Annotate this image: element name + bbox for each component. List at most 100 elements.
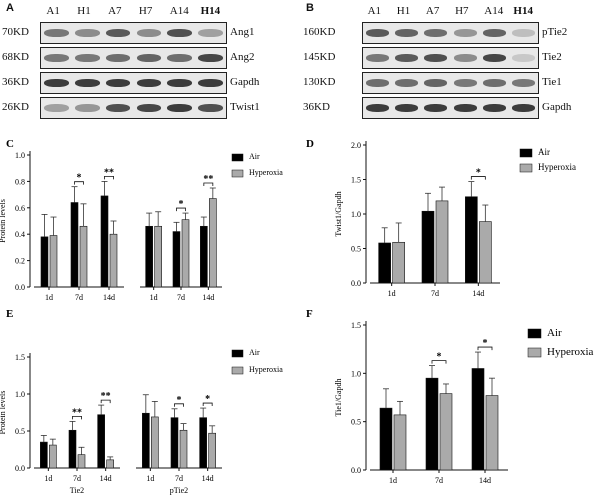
molecular-weight-label: 160KD [303, 26, 336, 38]
x-tick-label: 7d [431, 289, 439, 298]
chart-f: F 0.0 0.5 1.0 1.5 Tie1/Gapdh 1d 7d * 14d * Air Hyper… [306, 308, 594, 485]
bar-hyperoxia [151, 416, 159, 469]
molecular-weight-label: 26KD [2, 101, 29, 113]
y-tick-label: 1.0 [351, 210, 361, 219]
significance-bracket [202, 402, 213, 407]
panel-letter-a: A [6, 2, 14, 14]
legend-label: Air [249, 152, 260, 161]
blot-band [198, 104, 223, 112]
blot-band [453, 104, 477, 112]
x-tick-label: 7d [175, 474, 183, 483]
blot-strip [362, 97, 539, 119]
group-label: Tie2 [70, 486, 84, 495]
bar-hyperoxia [181, 219, 190, 288]
significance-bracket [174, 403, 184, 407]
bar-hyperoxia [485, 395, 499, 471]
blot-band [366, 104, 390, 112]
blot-band [395, 79, 419, 87]
bar-air [70, 202, 79, 288]
x-tick-label: 7d [75, 293, 83, 302]
y-tick-label: 0.5 [351, 418, 361, 427]
bar-hyperoxia [49, 235, 58, 288]
y-tick-label: 0.4 [15, 230, 25, 239]
blot-band [136, 104, 162, 112]
blot-band [74, 54, 100, 62]
blot-band [424, 54, 448, 62]
bar-hyperoxia [392, 241, 405, 284]
blot-band [198, 54, 223, 62]
bar-air [170, 417, 179, 469]
x-tick-label: 14d [202, 293, 214, 302]
lane-label: H7 [138, 5, 153, 17]
lane-label: A7 [108, 5, 122, 17]
blot-band [167, 29, 193, 37]
legend-label: Air [249, 348, 260, 357]
bar-hyperoxia [154, 225, 162, 288]
bar-air [172, 231, 181, 288]
blot-band [136, 79, 162, 87]
blot-band [44, 79, 69, 87]
y-tick-label: 1.5 [351, 321, 361, 330]
significance-bracket [431, 360, 447, 364]
blot-strip [40, 97, 227, 119]
bar-hyperoxia [179, 429, 188, 469]
x-tick-label: 14d [479, 476, 491, 485]
significance-bracket [74, 181, 84, 185]
legend-label: Hyperoxia [249, 168, 283, 177]
blot-band [105, 29, 131, 37]
molecular-weight-label: 145KD [303, 51, 336, 63]
significance-marker: * [77, 173, 82, 184]
legend-label: Hyperoxia [249, 365, 283, 374]
blot-band [511, 54, 535, 62]
y-tick-label: 1.0 [15, 390, 25, 399]
blot-band [74, 104, 100, 112]
significance-bracket [470, 176, 486, 180]
legend-label: Hyperoxia [538, 162, 576, 172]
blot-band [482, 54, 506, 62]
blot-band [105, 79, 131, 87]
legend-swatch [519, 163, 533, 173]
blot-band [424, 29, 448, 37]
y-tick-label: 0.0 [351, 466, 361, 475]
blot-band [366, 54, 390, 62]
panel-letter: D [306, 138, 314, 150]
bar-air [97, 414, 105, 469]
blot-panel-a: A A1 H1 A7 H7 A14 H14 70KD Ang1 68KD Ang2 36KD Gapd… [0, 0, 300, 130]
x-tick-label: 1d [150, 293, 158, 302]
blot-strip [362, 47, 539, 69]
blot-band [482, 104, 506, 112]
bar-air [40, 236, 49, 288]
bar-air [40, 441, 48, 469]
protein-label: Tie1 [542, 76, 562, 88]
y-tick-label: 1.0 [351, 369, 361, 378]
blot-band [453, 79, 477, 87]
blot-band [167, 54, 193, 62]
significance-marker: * [177, 395, 182, 406]
panel-letter: F [306, 308, 313, 320]
chart-c: C 0.0 0.2 0.4 0.6 0.8 1.0 Protein levels 1d 7d * 14… [0, 138, 283, 302]
legend-swatch [231, 366, 244, 375]
blot-band [511, 29, 535, 37]
y-axis-label: Tie1/Gapdh [334, 379, 343, 417]
x-tick-label: 14d [202, 474, 214, 483]
significance-bracket [477, 346, 493, 351]
molecular-weight-label: 36KD [303, 101, 330, 113]
blot-strip [40, 22, 227, 44]
significance-bracket [72, 415, 82, 420]
significance-marker: ** [203, 174, 213, 185]
protein-label: Ang2 [230, 51, 255, 63]
protein-label: Ang1 [230, 26, 255, 38]
blot-band [105, 104, 131, 112]
blot-band [453, 29, 477, 37]
blot-band [74, 79, 100, 87]
y-tick-label: 0.6 [15, 204, 25, 213]
legend-label: Air [538, 147, 550, 157]
bar-hyperoxia [49, 444, 57, 469]
bar-hyperoxia [209, 198, 217, 288]
y-tick-label: 0.0 [15, 464, 25, 473]
lane-label: H7 [455, 5, 469, 17]
bar-hyperoxia [79, 225, 88, 288]
lane-label: A7 [425, 5, 440, 17]
blot-band [366, 29, 390, 37]
x-tick-label: 1d [44, 474, 52, 483]
